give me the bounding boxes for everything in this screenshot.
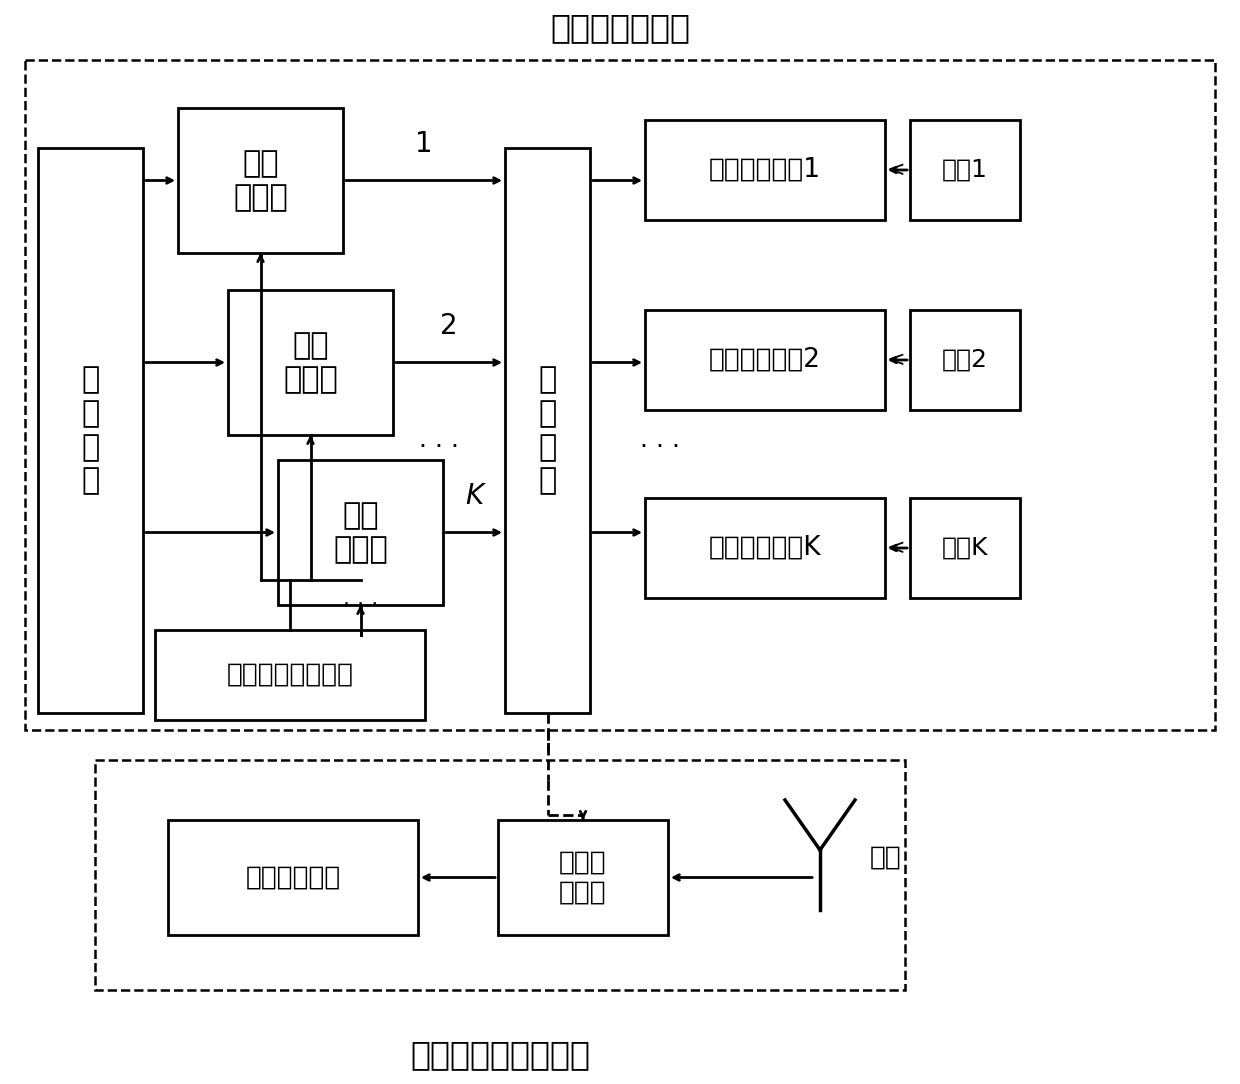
Text: <: <	[887, 160, 905, 180]
Bar	[498, 820, 668, 935]
Bar	[25, 60, 1215, 730]
Bar	[910, 120, 1021, 220]
Text: 校准信号产生模块: 校准信号产生模块	[227, 662, 353, 688]
Text: 阵元2: 阵元2	[942, 348, 988, 372]
Bar	[38, 149, 143, 713]
Text: · · ·: · · ·	[640, 436, 680, 460]
Text: · · ·: · · ·	[419, 436, 459, 460]
Bar	[155, 630, 425, 720]
Bar	[910, 498, 1021, 598]
Text: K: K	[465, 482, 484, 511]
Bar	[179, 108, 343, 253]
Text: 波
束
形
成: 波 束 形 成	[82, 365, 99, 495]
Text: 2: 2	[440, 312, 458, 340]
Text: 1: 1	[415, 130, 433, 158]
Text: 天线: 天线	[870, 846, 901, 872]
Text: <: <	[887, 350, 905, 370]
Text: 星载多波束天线: 星载多波束天线	[551, 12, 689, 44]
Bar	[910, 310, 1021, 410]
Text: 射频发射模块2: 射频发射模块2	[709, 347, 821, 373]
Text: 调
整
装
置: 调 整 装 置	[538, 365, 557, 495]
Text: <: <	[887, 538, 905, 558]
Text: 定向
耦合器: 定向 耦合器	[283, 332, 337, 393]
Text: 阵元K: 阵元K	[941, 535, 988, 560]
Text: 射频接
收模块: 射频接 收模块	[559, 850, 606, 905]
Bar	[228, 291, 393, 435]
Bar	[95, 760, 905, 990]
Bar	[645, 120, 885, 220]
Text: 阵元1: 阵元1	[942, 158, 988, 182]
Bar	[505, 149, 590, 713]
Text: 地面幅相校准接收机: 地面幅相校准接收机	[410, 1038, 590, 1071]
Text: · · ·: · · ·	[343, 595, 378, 615]
Text: 数字处理模块: 数字处理模块	[246, 865, 341, 890]
Text: 射频发射模块1: 射频发射模块1	[709, 157, 821, 183]
Bar	[278, 460, 443, 605]
Bar	[167, 820, 418, 935]
Text: 定向
耦合器: 定向 耦合器	[334, 501, 388, 564]
Bar	[645, 310, 885, 410]
Bar	[645, 498, 885, 598]
Text: 定向
耦合器: 定向 耦合器	[233, 150, 288, 211]
Text: 射频发射模块K: 射频发射模块K	[709, 535, 821, 562]
